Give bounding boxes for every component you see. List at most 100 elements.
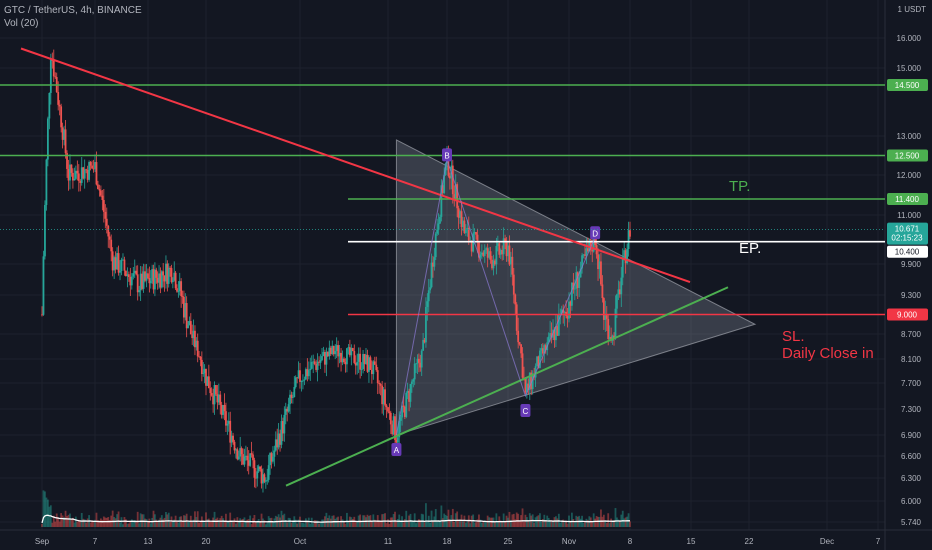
candle-body <box>188 321 191 326</box>
volume-bar <box>294 519 297 527</box>
candle-body <box>270 453 273 462</box>
candle-body <box>163 275 166 282</box>
sl-note: Daily Close in <box>782 345 874 362</box>
candle-body <box>370 369 373 375</box>
volume-bar <box>125 519 127 527</box>
volume-bar <box>610 518 613 527</box>
volume-bar <box>495 513 498 527</box>
candle-body <box>499 249 502 255</box>
candle-body <box>568 301 570 319</box>
volume-bar <box>351 519 354 527</box>
volume-bar <box>629 521 631 527</box>
candle-body <box>495 245 498 265</box>
y-tick-label: 9.300 <box>901 291 922 300</box>
sl-label: SL. <box>782 328 805 345</box>
candle-body <box>334 351 337 355</box>
volume-bar <box>385 523 388 527</box>
candle-body <box>483 249 486 256</box>
candle-body <box>549 333 552 337</box>
candle-body <box>629 230 631 237</box>
candle-body <box>138 290 141 293</box>
candle-body <box>439 216 441 224</box>
volume-bar <box>319 522 322 527</box>
candle-body <box>475 232 477 235</box>
symbol-title[interactable]: GTC / TetherUS, 4h, BINANCE <box>4 5 142 16</box>
volume-bar <box>476 519 479 527</box>
volume-bar <box>167 512 170 527</box>
candle-body <box>329 347 332 354</box>
candle-body <box>597 254 599 270</box>
trendlines[interactable] <box>20 47 729 487</box>
volume-bar <box>585 518 588 527</box>
candle-body <box>403 406 406 417</box>
candle-body <box>594 234 597 246</box>
volume-bar <box>347 520 350 527</box>
volume-bar <box>46 499 49 527</box>
volume-bar <box>74 516 77 527</box>
pattern-point-B: B <box>444 151 449 160</box>
volume-bar <box>148 518 151 527</box>
candle-body <box>148 278 151 284</box>
volume-bar <box>178 516 181 527</box>
candle-body <box>316 361 319 370</box>
candle-body <box>77 173 80 181</box>
volume-bar <box>396 519 399 527</box>
candle-body <box>82 167 85 179</box>
candle-body <box>133 270 136 274</box>
candle-body <box>280 421 283 445</box>
candle-body <box>325 351 328 365</box>
candle-body <box>253 460 256 478</box>
volume-bar <box>469 523 472 527</box>
pattern-marker-B <box>442 148 452 162</box>
price-axis[interactable]: 1 USDT 16.000 15.000 13.000 12.000 11.000 9.90… <box>897 5 927 527</box>
candle-body <box>101 195 104 201</box>
volume-bar <box>99 518 102 527</box>
volume-bar <box>226 521 229 527</box>
candle-body <box>79 180 82 183</box>
y-tick-label: 7.700 <box>901 379 922 388</box>
candle-body <box>389 412 392 425</box>
volume-bar <box>388 524 391 527</box>
candle-body <box>254 477 257 479</box>
candle-body <box>368 357 370 372</box>
volume-bar <box>67 514 70 527</box>
candle-body <box>207 376 210 389</box>
candle-body <box>537 356 540 368</box>
candle-body <box>591 249 594 252</box>
candle-body <box>373 361 376 365</box>
countdown-tag: 02:15:23 <box>891 234 923 243</box>
candle-body <box>607 318 610 339</box>
candle-body <box>232 435 234 442</box>
tag-12500: 12.500 <box>895 152 920 161</box>
volume-bar <box>156 521 159 527</box>
volume-bar <box>229 512 232 527</box>
volume-bar <box>501 521 504 527</box>
candle-body <box>239 448 242 457</box>
volume-bar <box>127 523 130 527</box>
volume-bar <box>111 510 114 527</box>
time-axis[interactable]: Sep 7 13 20 Oct 11 18 25 Nov 8 15 22 Dec 7 <box>35 537 881 546</box>
volume-bar <box>365 517 367 527</box>
volume-bar <box>621 510 624 527</box>
volume-bar <box>259 521 262 527</box>
volume-indicator-title[interactable]: Vol (20) <box>4 18 39 29</box>
volume-bar <box>608 523 611 527</box>
candle-body <box>478 242 480 258</box>
candle-body <box>72 172 74 181</box>
volume-bar <box>45 497 48 527</box>
candle-body <box>340 352 342 363</box>
candle-body <box>63 129 65 140</box>
candle-body <box>247 460 250 466</box>
descending-trendline <box>20 47 691 284</box>
volume-bar <box>518 520 521 527</box>
x-tick-label: Sep <box>35 537 50 546</box>
candle-body <box>107 225 110 237</box>
candle-body <box>525 383 528 393</box>
candle-body <box>627 230 630 250</box>
candle-body <box>61 127 64 140</box>
volume-bar <box>313 520 316 527</box>
candle-body <box>351 348 354 351</box>
volume-bar <box>196 511 199 527</box>
candle-body <box>492 260 495 269</box>
